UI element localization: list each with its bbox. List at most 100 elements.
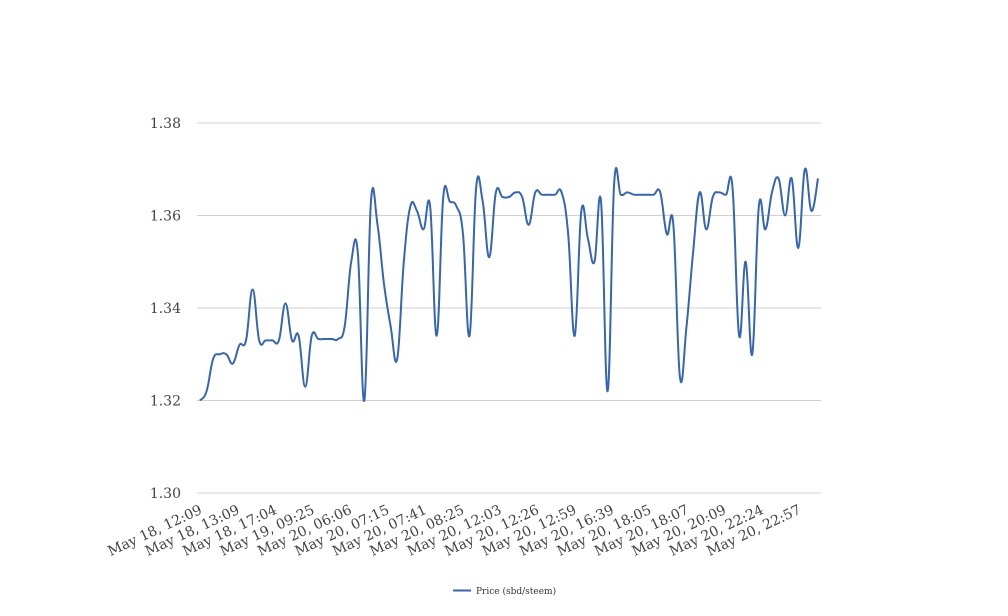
- data-point-85: [758, 205, 760, 207]
- data-point-72: [672, 224, 674, 226]
- data-point-50: [528, 224, 530, 226]
- data-point-69: [652, 193, 654, 195]
- data-point-56: [567, 233, 569, 235]
- data-point-13: [284, 302, 286, 304]
- data-point-48: [514, 191, 516, 193]
- data-point-39: [455, 205, 457, 207]
- data-point-41: [468, 335, 470, 337]
- data-point-70: [659, 191, 661, 193]
- data-point-55: [560, 191, 562, 193]
- data-point-33: [416, 210, 418, 212]
- data-point-23: [350, 261, 352, 263]
- data-point-63: [613, 182, 615, 184]
- data-point-65: [626, 191, 628, 193]
- data-point-18: [317, 338, 319, 340]
- data-point-87: [771, 191, 773, 193]
- data-point-32: [409, 205, 411, 207]
- data-point-88: [777, 177, 779, 179]
- data-point-76: [698, 191, 700, 193]
- data-point-73: [679, 376, 681, 378]
- data-point-94: [817, 177, 819, 179]
- y-axis-ticks: 1.30 1.32 1.34 1.36 1.38: [150, 116, 181, 502]
- data-point-7: [245, 339, 247, 341]
- data-point-17: [311, 335, 313, 337]
- data-point-93: [810, 210, 812, 212]
- data-point-1: [205, 390, 207, 392]
- data-point-57: [574, 335, 576, 337]
- data-point-27: [376, 224, 378, 226]
- data-point-24: [357, 251, 359, 253]
- data-point-74: [685, 325, 687, 327]
- data-point-51: [534, 191, 536, 193]
- data-point-21: [337, 338, 339, 340]
- data-point-90: [791, 177, 793, 179]
- y-tick-label-2: 1.34: [150, 301, 181, 317]
- data-point-38: [449, 200, 451, 202]
- y-tick-label-3: 1.36: [150, 209, 181, 225]
- data-point-45: [495, 191, 497, 193]
- data-point-12: [278, 339, 280, 341]
- data-point-36: [435, 335, 437, 337]
- data-point-77: [705, 228, 707, 230]
- y-tick-label-0: 1.30: [150, 486, 181, 502]
- data-point-82: [738, 335, 740, 337]
- data-point-54: [554, 193, 556, 195]
- data-point-14: [291, 339, 293, 341]
- data-point-91: [797, 247, 799, 249]
- data-point-0: [199, 399, 201, 401]
- data-point-16: [304, 385, 306, 387]
- data-point-34: [422, 228, 424, 230]
- y-tick-label-1: 1.32: [150, 394, 181, 410]
- data-point-22: [343, 325, 345, 327]
- data-point-19: [324, 338, 326, 340]
- data-point-71: [666, 233, 668, 235]
- data-point-2: [212, 358, 214, 360]
- data-point-15: [297, 335, 299, 337]
- data-point-61: [600, 200, 602, 202]
- data-point-92: [804, 168, 806, 170]
- data-point-86: [764, 228, 766, 230]
- data-point-60: [593, 261, 595, 263]
- series-group: [199, 166, 819, 402]
- data-point-11: [271, 339, 273, 341]
- series-line-0: [199, 166, 819, 402]
- data-point-81: [731, 187, 733, 189]
- data-point-59: [587, 237, 589, 239]
- legend: Price (sbd/steem): [453, 586, 556, 597]
- grid-lines: [197, 122, 821, 494]
- data-point-10: [265, 339, 267, 341]
- data-point-28: [383, 284, 385, 286]
- legend-label: Price (sbd/steem): [476, 586, 556, 597]
- data-point-84: [751, 353, 753, 355]
- data-point-78: [712, 196, 714, 198]
- data-point-5: [232, 362, 234, 364]
- data-point-66: [633, 193, 635, 195]
- data-point-47: [508, 196, 510, 198]
- data-point-31: [403, 261, 405, 263]
- data-point-64: [620, 193, 622, 195]
- data-point-3: [219, 353, 221, 355]
- data-point-62: [606, 390, 608, 392]
- data-point-58: [580, 210, 582, 212]
- data-point-68: [646, 193, 648, 195]
- data-point-6: [238, 344, 240, 346]
- data-point-42: [475, 187, 477, 189]
- data-point-37: [442, 196, 444, 198]
- data-point-30: [396, 358, 398, 360]
- data-point-75: [692, 251, 694, 253]
- y-tick-label-4: 1.38: [150, 116, 181, 132]
- data-point-46: [501, 196, 503, 198]
- data-point-26: [370, 200, 372, 202]
- data-point-53: [547, 193, 549, 195]
- data-point-35: [429, 205, 431, 207]
- data-point-9: [258, 339, 260, 341]
- data-point-20: [330, 338, 332, 340]
- data-point-80: [725, 193, 727, 195]
- data-point-4: [225, 353, 227, 355]
- data-point-25: [363, 399, 365, 401]
- data-point-79: [718, 191, 720, 193]
- data-point-83: [744, 261, 746, 263]
